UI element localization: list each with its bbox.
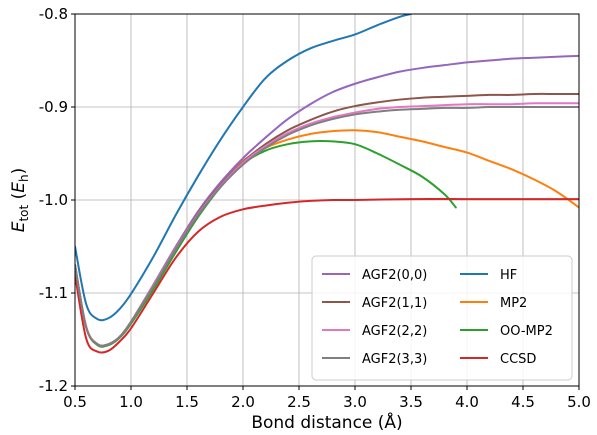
legend-label: CCSD xyxy=(500,352,536,367)
series-line-ccsd xyxy=(75,198,579,354)
legend-label: OO-MP2 xyxy=(500,324,553,339)
legend: AGF2(0,0) AGF2(1,1) AGF2(2,2) AGF2(3,3) HF MP… xyxy=(311,255,573,381)
x-tick-label: 4.0 xyxy=(455,393,479,411)
x-axis-ticks: 0.5 1.0 1.5 2.0 2.5 3.0 3.5 4.0 4.5 5.0 xyxy=(63,386,591,411)
x-tick-label: 3.5 xyxy=(399,393,423,411)
y-axis-ticks: -0.8 -0.9 -1.0 -1.1 -1.2 xyxy=(39,5,75,395)
y-tick-label: -0.8 xyxy=(39,5,68,23)
x-tick-label: 1.5 xyxy=(175,393,199,411)
x-tick-label: 2.0 xyxy=(231,393,255,411)
x-tick-label: 3.0 xyxy=(343,393,367,411)
x-tick-label: 1.0 xyxy=(119,393,143,411)
legend-box xyxy=(311,255,573,381)
y-tick-label: -1.2 xyxy=(39,377,68,395)
series-lines xyxy=(75,14,579,354)
legend-label: AGF2(3,3) xyxy=(362,352,427,367)
x-tick-label: 5.0 xyxy=(567,393,591,411)
series-line-agf2-3-3 xyxy=(75,105,579,347)
legend-label: AGF2(2,2) xyxy=(362,324,427,339)
x-tick-label: 4.5 xyxy=(511,393,535,411)
y-tick-label: -1.1 xyxy=(39,284,68,302)
y-tick-label: -0.9 xyxy=(39,98,68,116)
y-axis-label: Etot (Eh) xyxy=(9,168,31,233)
legend-label: AGF2(1,1) xyxy=(362,296,427,311)
legend-label: HF xyxy=(500,268,517,283)
y-tick-label: -1.0 xyxy=(39,191,68,209)
legend-label: AGF2(0,0) xyxy=(362,268,427,283)
x-tick-label: 2.5 xyxy=(287,393,311,411)
legend-label: MP2 xyxy=(500,296,527,311)
series-line-hf xyxy=(75,14,412,322)
x-axis-label: Bond distance (Å) xyxy=(251,411,402,433)
x-tick-label: 0.5 xyxy=(63,393,87,411)
